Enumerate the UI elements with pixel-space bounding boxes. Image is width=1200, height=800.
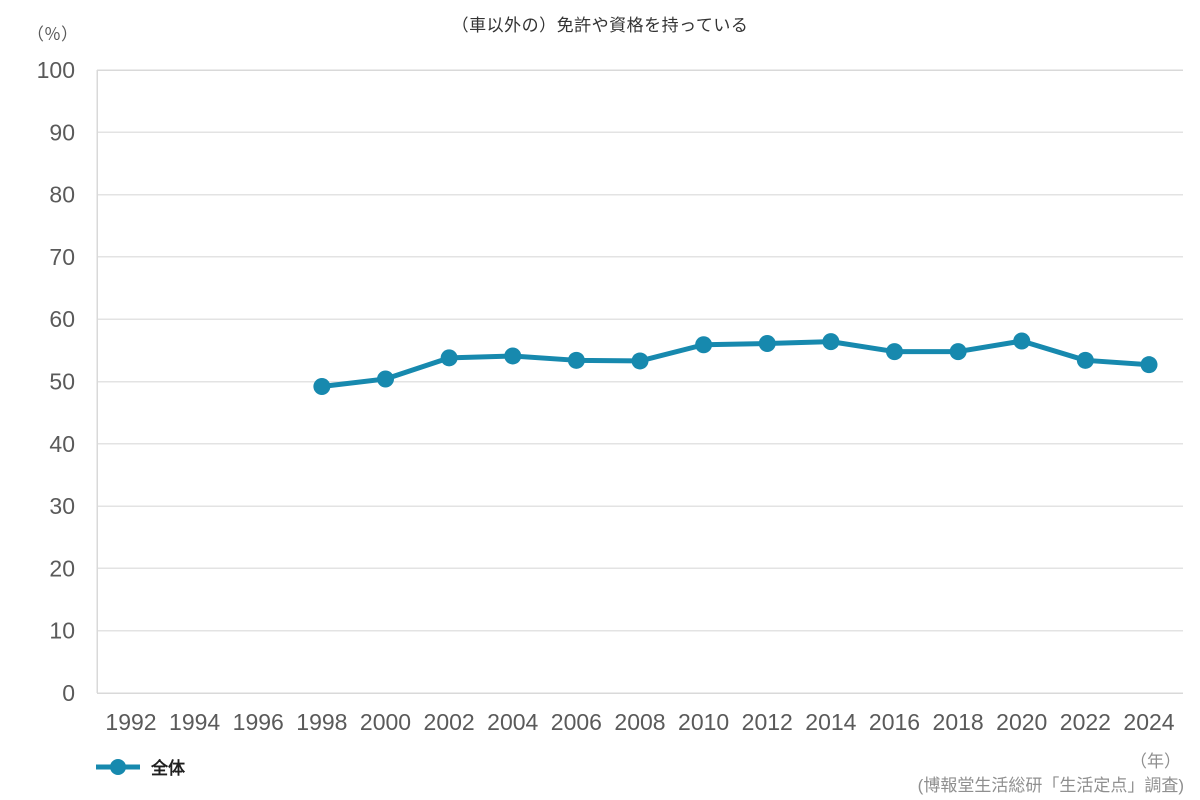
svg-text:1992: 1992 bbox=[105, 709, 156, 735]
chart-title: （車以外の）免許や資格を持っている bbox=[451, 16, 749, 35]
legend: 全体 bbox=[94, 754, 185, 779]
data-points bbox=[313, 332, 1158, 395]
grid-lines bbox=[97, 131, 1183, 632]
axis-border bbox=[96, 69, 1183, 694]
y-axis-tick-labels: 0 10 20 30 40 50 60 70 80 90 100 bbox=[37, 57, 75, 706]
svg-text:40: 40 bbox=[49, 431, 75, 457]
svg-text:2012: 2012 bbox=[742, 709, 793, 735]
svg-text:1994: 1994 bbox=[169, 709, 220, 735]
series-line bbox=[319, 338, 1152, 389]
svg-text:20: 20 bbox=[49, 555, 75, 581]
legend-marker-icon bbox=[96, 758, 140, 775]
x-axis-unit-label: （年） bbox=[1130, 752, 1181, 771]
legend-label: 全体 bbox=[151, 759, 185, 778]
svg-text:2002: 2002 bbox=[424, 709, 475, 735]
svg-text:2016: 2016 bbox=[869, 709, 920, 735]
svg-text:70: 70 bbox=[49, 244, 75, 270]
svg-text:2008: 2008 bbox=[614, 709, 665, 735]
y-axis-unit-label: （％） bbox=[27, 25, 78, 44]
svg-text:2014: 2014 bbox=[805, 709, 856, 735]
svg-text:2020: 2020 bbox=[996, 709, 1047, 735]
svg-text:0: 0 bbox=[62, 680, 75, 706]
svg-text:10: 10 bbox=[49, 618, 75, 644]
x-axis-tick-labels: 1992 1994 1996 1998 2000 2002 2004 2006 2008 2010… bbox=[105, 709, 1174, 735]
svg-text:30: 30 bbox=[49, 493, 75, 519]
svg-text:2004: 2004 bbox=[487, 709, 538, 735]
svg-text:100: 100 bbox=[37, 57, 75, 83]
svg-text:2006: 2006 bbox=[551, 709, 602, 735]
svg-text:1998: 1998 bbox=[296, 709, 347, 735]
svg-text:2000: 2000 bbox=[360, 709, 411, 735]
svg-text:1996: 1996 bbox=[233, 709, 284, 735]
svg-text:50: 50 bbox=[49, 369, 75, 395]
svg-text:2024: 2024 bbox=[1123, 709, 1174, 735]
svg-text:60: 60 bbox=[49, 306, 75, 332]
svg-text:2018: 2018 bbox=[933, 709, 984, 735]
source-credit: (博報堂生活総研「生活定点」調査) bbox=[917, 776, 1184, 795]
svg-text:2022: 2022 bbox=[1060, 709, 1111, 735]
svg-text:90: 90 bbox=[49, 119, 75, 145]
svg-text:80: 80 bbox=[49, 182, 75, 208]
svg-text:2010: 2010 bbox=[678, 709, 729, 735]
